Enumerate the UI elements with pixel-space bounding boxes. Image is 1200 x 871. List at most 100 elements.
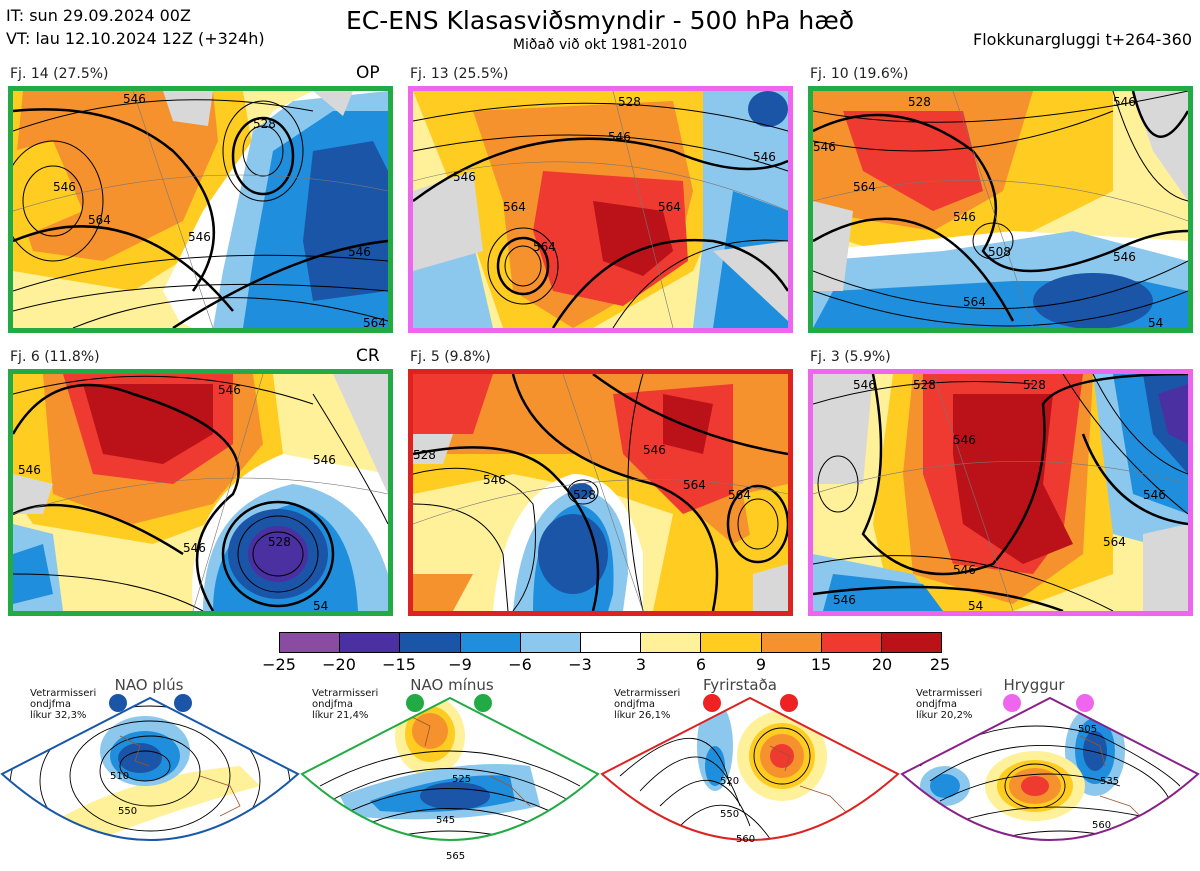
regime-name: Hryggur bbox=[1003, 676, 1065, 694]
contour-label: 528 bbox=[908, 95, 931, 109]
panel-2-label: Fj. 13 (25.5%) bbox=[410, 66, 509, 82]
contour-label: 525 bbox=[452, 774, 471, 785]
regime-name: Fyrirstaða bbox=[703, 676, 777, 694]
regime-dot bbox=[406, 694, 424, 712]
regime-blocking[interactable]: 520 550 560 bbox=[600, 676, 900, 871]
contour-label: 54 bbox=[1148, 316, 1163, 328]
colorbar-segment bbox=[701, 633, 762, 652]
regime-map: 505 535 560 bbox=[900, 694, 1200, 841]
contour-label: 528 bbox=[618, 95, 641, 109]
contour-label: 546 bbox=[1113, 95, 1136, 109]
regime-map: 510 550 bbox=[0, 694, 300, 841]
contour-label: 564 bbox=[963, 295, 986, 309]
panel-1-label: Fj. 14 (27.5%) bbox=[10, 66, 109, 82]
regime-dot bbox=[1003, 694, 1021, 712]
contour-label: 528 bbox=[413, 448, 436, 462]
contour-label: 535 bbox=[1100, 776, 1119, 787]
anomaly-map: 528 546 546 546 564 564 564 bbox=[413, 91, 788, 328]
panel-3-label: Fj. 10 (19.6%) bbox=[810, 66, 909, 82]
cluster-map-panel[interactable]: 528 528 546 546 546 564 546 546 54 bbox=[808, 369, 1193, 616]
colorbar-tick: 15 bbox=[810, 655, 832, 674]
panel-4-label: Fj. 6 (11.8%) bbox=[10, 349, 100, 365]
colorbar-tick: −25 bbox=[262, 655, 296, 674]
anomaly-map: 546 546 546 528 546 54 bbox=[13, 374, 388, 611]
anomaly-map: 528 546 546 528 564 564 bbox=[413, 374, 788, 611]
contour-label: 546 bbox=[1143, 488, 1166, 502]
page-subtitle: Miðað við okt 1981-2010 bbox=[512, 37, 688, 53]
colorbar-segment bbox=[761, 633, 822, 652]
colorbar-segment bbox=[580, 633, 642, 652]
valid-time: VT: lau 12.10.2024 12Z (+324h) bbox=[6, 29, 265, 48]
regime-map: 525 545 565 bbox=[300, 694, 600, 862]
contour-label: 546 bbox=[348, 245, 371, 259]
contour-label: 545 bbox=[436, 815, 455, 826]
contour-label: 564 bbox=[683, 478, 706, 492]
colorbar-tick: 25 bbox=[929, 655, 951, 674]
contour-label: 546 bbox=[18, 463, 41, 477]
contour-label: 560 bbox=[736, 834, 755, 845]
regime-nao-minus[interactable]: 525 545 565 bbox=[300, 676, 600, 871]
contour-label: 546 bbox=[953, 433, 976, 447]
cluster-map-panel[interactable]: 528 546 546 564 546 546 508 564 54 bbox=[808, 86, 1193, 333]
contour-label: 564 bbox=[658, 200, 681, 214]
contour-label: 546 bbox=[483, 473, 506, 487]
classification-window: Flokkunargluggi t+264-360 bbox=[973, 30, 1192, 49]
contour-label: 546 bbox=[53, 180, 76, 194]
cluster-map-panel[interactable]: 528 546 546 528 564 564 bbox=[408, 369, 793, 616]
regime-dot bbox=[474, 694, 492, 712]
contour-label: 564 bbox=[853, 180, 876, 194]
colorbar-segment bbox=[641, 633, 702, 652]
colorbar-segment bbox=[340, 633, 401, 652]
cluster-map-panel[interactable]: 546 546 564 528 546 546 564 bbox=[8, 86, 393, 333]
regime-name: NAO mínus bbox=[410, 676, 494, 694]
colorbar-tick: −20 bbox=[322, 655, 356, 674]
contour-label: 564 bbox=[88, 213, 111, 227]
colorbar-tick: 6 bbox=[695, 655, 707, 674]
colorbar-segment bbox=[280, 633, 341, 652]
regime-note: Vetrarmisseri ondjfma líkur 20,2% bbox=[916, 688, 983, 721]
contour-label: 564 bbox=[533, 240, 556, 254]
colorbar-tick: −3 bbox=[568, 655, 592, 674]
contour-label: 546 bbox=[188, 230, 211, 244]
contour-label: 546 bbox=[953, 563, 976, 577]
contour-label: 564 bbox=[728, 488, 751, 502]
colorbar-tick: −9 bbox=[448, 655, 472, 674]
contour-label: 505 bbox=[1078, 724, 1097, 735]
contour-label: 528 bbox=[1023, 378, 1046, 392]
header-info: IT: sun 29.09.2024 00Z VT: lau 12.10.202… bbox=[6, 4, 265, 50]
contour-label: 546 bbox=[313, 453, 336, 467]
contour-label: 564 bbox=[503, 200, 526, 214]
regime-dot bbox=[1076, 694, 1094, 712]
contour-label: 546 bbox=[813, 140, 836, 154]
panel-4-tag: CR bbox=[356, 346, 380, 366]
cluster-map-panel[interactable]: 546 546 546 528 546 54 bbox=[8, 369, 393, 616]
colorbar-tick: 3 bbox=[635, 655, 647, 674]
page-title: EC-ENS Klasasviðsmyndir - 500 hPa hæð bbox=[345, 6, 855, 35]
regime-dot bbox=[109, 694, 127, 712]
colorbar-segment bbox=[881, 633, 942, 652]
cluster-map-panel[interactable]: 528 546 546 546 564 564 564 bbox=[408, 86, 793, 333]
contour-label: 564 bbox=[1103, 535, 1126, 549]
colorbar-tick: 9 bbox=[755, 655, 767, 674]
contour-label: 546 bbox=[453, 170, 476, 184]
regime-dot bbox=[703, 694, 721, 712]
contour-label: 550 bbox=[118, 806, 137, 817]
colorbar-segment bbox=[821, 633, 882, 652]
contour-label: 546 bbox=[753, 150, 776, 164]
panel-1-tag: OP bbox=[356, 63, 380, 83]
contour-label: 546 bbox=[833, 593, 856, 607]
colorbar-segment bbox=[460, 633, 521, 652]
contour-label: 54 bbox=[968, 599, 983, 611]
contour-label: 565 bbox=[446, 851, 465, 862]
contour-label: 54 bbox=[313, 599, 328, 611]
regime-dot bbox=[174, 694, 192, 712]
panel-6-label: Fj. 3 (5.9%) bbox=[810, 349, 891, 365]
contour-label: 546 bbox=[643, 443, 666, 457]
regime-ridge[interactable]: 505 535 560 bbox=[900, 676, 1200, 871]
regime-nao-plus[interactable]: 510 550 bbox=[0, 676, 300, 871]
colorbar-tick: −15 bbox=[382, 655, 416, 674]
contour-label: 560 bbox=[1092, 820, 1111, 831]
contour-label: 520 bbox=[720, 776, 739, 787]
regime-dot bbox=[780, 694, 798, 712]
contour-label: 510 bbox=[110, 771, 129, 782]
